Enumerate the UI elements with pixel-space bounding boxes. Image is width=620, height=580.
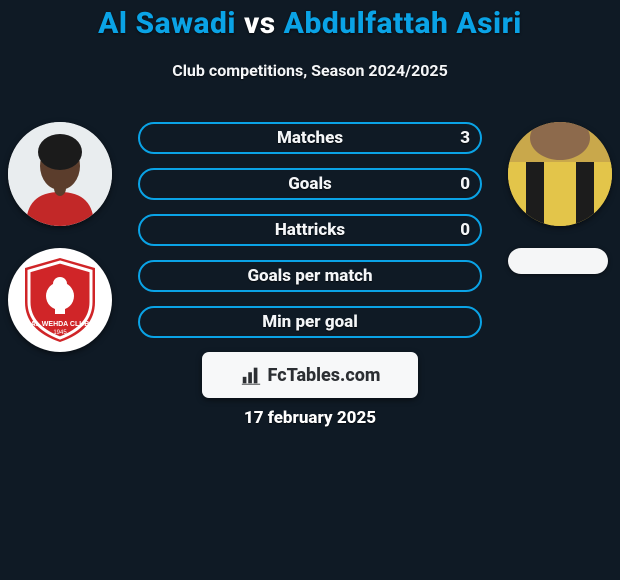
- player2-avatar-svg: [508, 122, 612, 226]
- stat-value-right: 0: [460, 220, 470, 240]
- stat-label: Goals: [140, 174, 480, 194]
- player2-club-pill: [508, 248, 608, 274]
- stat-value-right: 0: [460, 174, 470, 194]
- stat-row: Hattricks0: [138, 214, 482, 246]
- player1-club-badge: AL WEHDA CLUB 1945: [8, 248, 112, 352]
- stat-row: Goals per match: [138, 260, 482, 292]
- svg-text:AL WEHDA CLUB: AL WEHDA CLUB: [31, 321, 90, 328]
- stat-label: Matches: [140, 128, 480, 148]
- comparison-card: Al Sawadi vs Abdulfattah Asiri Club comp…: [0, 0, 620, 580]
- stat-row: Goals0: [138, 168, 482, 200]
- stats-panel: Matches3Goals0Hattricks0Goals per matchM…: [138, 122, 482, 352]
- title-player2: Abdulfattah Asiri: [284, 6, 522, 41]
- player2-avatar: [508, 122, 612, 226]
- site-attribution[interactable]: FcTables.com: [202, 352, 418, 398]
- stat-label: Goals per match: [140, 266, 480, 286]
- site-text: FcTables.com: [268, 365, 381, 386]
- stat-value-right: 3: [460, 128, 470, 148]
- player1-avatar-svg: [8, 122, 112, 226]
- right-column: [508, 122, 612, 274]
- player1-club-shield-icon: AL WEHDA CLUB 1945: [21, 256, 99, 344]
- stat-row: Min per goal: [138, 306, 482, 338]
- page-title: Al Sawadi vs Abdulfattah Asiri: [0, 0, 620, 41]
- player1-avatar: [8, 122, 112, 226]
- bar-chart-icon: [240, 364, 262, 386]
- stat-row: Matches3: [138, 122, 482, 154]
- subtitle: Club competitions, Season 2024/2025: [0, 61, 620, 80]
- title-vs: vs: [244, 6, 276, 41]
- stat-label: Hattricks: [140, 220, 480, 240]
- stat-label: Min per goal: [140, 312, 480, 332]
- date-label: 17 february 2025: [0, 408, 620, 428]
- title-player1: Al Sawadi: [98, 6, 236, 41]
- svg-text:1945: 1945: [53, 330, 67, 336]
- left-column: AL WEHDA CLUB 1945: [8, 122, 112, 352]
